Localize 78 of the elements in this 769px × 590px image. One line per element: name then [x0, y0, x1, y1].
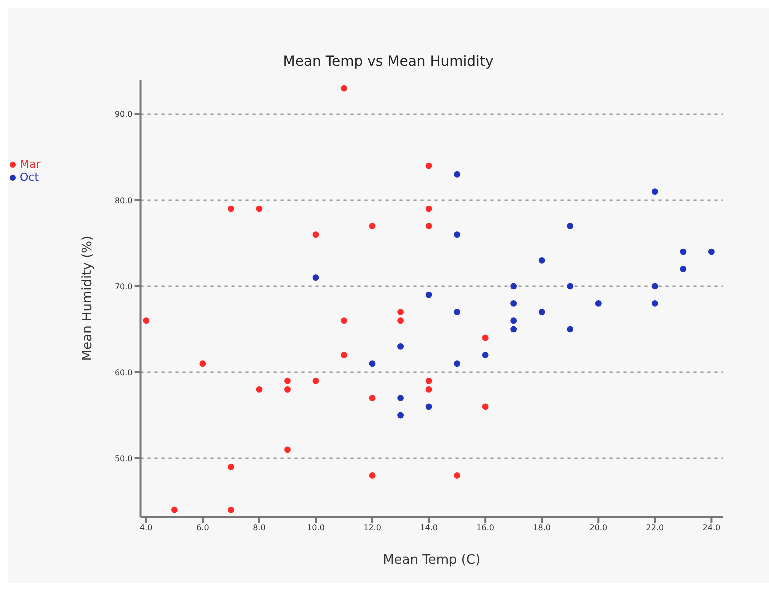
point — [341, 318, 348, 324]
point — [454, 171, 461, 178]
point — [426, 292, 432, 298]
x-tick-label: 20.0 — [590, 524, 608, 533]
point — [284, 378, 291, 384]
point — [426, 162, 432, 170]
point — [171, 506, 178, 514]
point — [369, 395, 376, 402]
point — [454, 472, 461, 479]
y-tick-label: 80.0 — [114, 196, 133, 206]
point — [228, 464, 234, 470]
point — [482, 352, 489, 358]
point — [652, 300, 658, 307]
point — [708, 248, 715, 256]
point — [510, 326, 518, 333]
x-tick-label: 16.0 — [476, 524, 494, 533]
x-tick-label: 4.0 — [140, 524, 153, 533]
x-tick-label: 6.0 — [196, 524, 210, 533]
x-tick-label: 8.0 — [253, 524, 266, 533]
point — [567, 283, 574, 290]
point — [652, 188, 658, 196]
point — [312, 274, 320, 282]
point — [256, 386, 263, 393]
point — [143, 318, 150, 324]
point — [228, 206, 234, 212]
x-tick-label: 12.0 — [364, 524, 382, 533]
point — [369, 223, 376, 230]
point — [538, 309, 546, 316]
point — [595, 300, 602, 307]
point — [369, 360, 376, 368]
point — [567, 223, 574, 230]
point — [454, 309, 461, 316]
point — [341, 352, 348, 358]
point — [454, 360, 461, 368]
y-tick-label: 50.0 — [114, 454, 133, 464]
point — [398, 395, 404, 402]
point — [510, 318, 518, 324]
legend-label: Oct — [20, 171, 40, 184]
point — [398, 318, 404, 324]
point — [680, 248, 687, 256]
x-tick-label: 22.0 — [646, 524, 664, 533]
point — [454, 232, 461, 238]
point — [482, 404, 489, 410]
point — [312, 378, 320, 384]
point — [510, 300, 518, 307]
point — [284, 386, 291, 393]
point — [398, 343, 404, 350]
point — [312, 232, 320, 238]
y-axis-title: Mean Humidity (%) — [80, 236, 96, 362]
x-tick-label: 18.0 — [533, 524, 552, 533]
x-tick-label: 14.0 — [420, 524, 438, 533]
y-tick-label: 70.0 — [114, 282, 133, 292]
point — [228, 506, 234, 514]
point — [482, 334, 489, 342]
point — [398, 309, 404, 316]
y-tick-label: 60.0 — [114, 368, 133, 378]
x-tick-label: 10.0 — [307, 524, 325, 533]
y-tick-label: 90.0 — [114, 110, 133, 120]
point — [426, 206, 432, 212]
legend-label: Mar — [20, 158, 41, 171]
point — [538, 257, 546, 264]
point — [369, 472, 376, 479]
point — [426, 386, 432, 393]
chart-title: Mean Temp vs Mean Humidity — [282, 53, 495, 72]
point — [200, 360, 206, 368]
point — [341, 85, 348, 92]
point — [426, 223, 432, 230]
point — [426, 378, 432, 384]
point — [256, 206, 263, 212]
point — [567, 326, 574, 333]
point — [652, 283, 658, 290]
point — [426, 404, 432, 410]
point — [510, 283, 518, 290]
x-axis-title: Mean Temp (C) — [383, 553, 481, 568]
point — [284, 446, 291, 454]
point — [680, 266, 687, 272]
x-tick-label: 24.0 — [702, 524, 721, 533]
point — [398, 412, 404, 419]
